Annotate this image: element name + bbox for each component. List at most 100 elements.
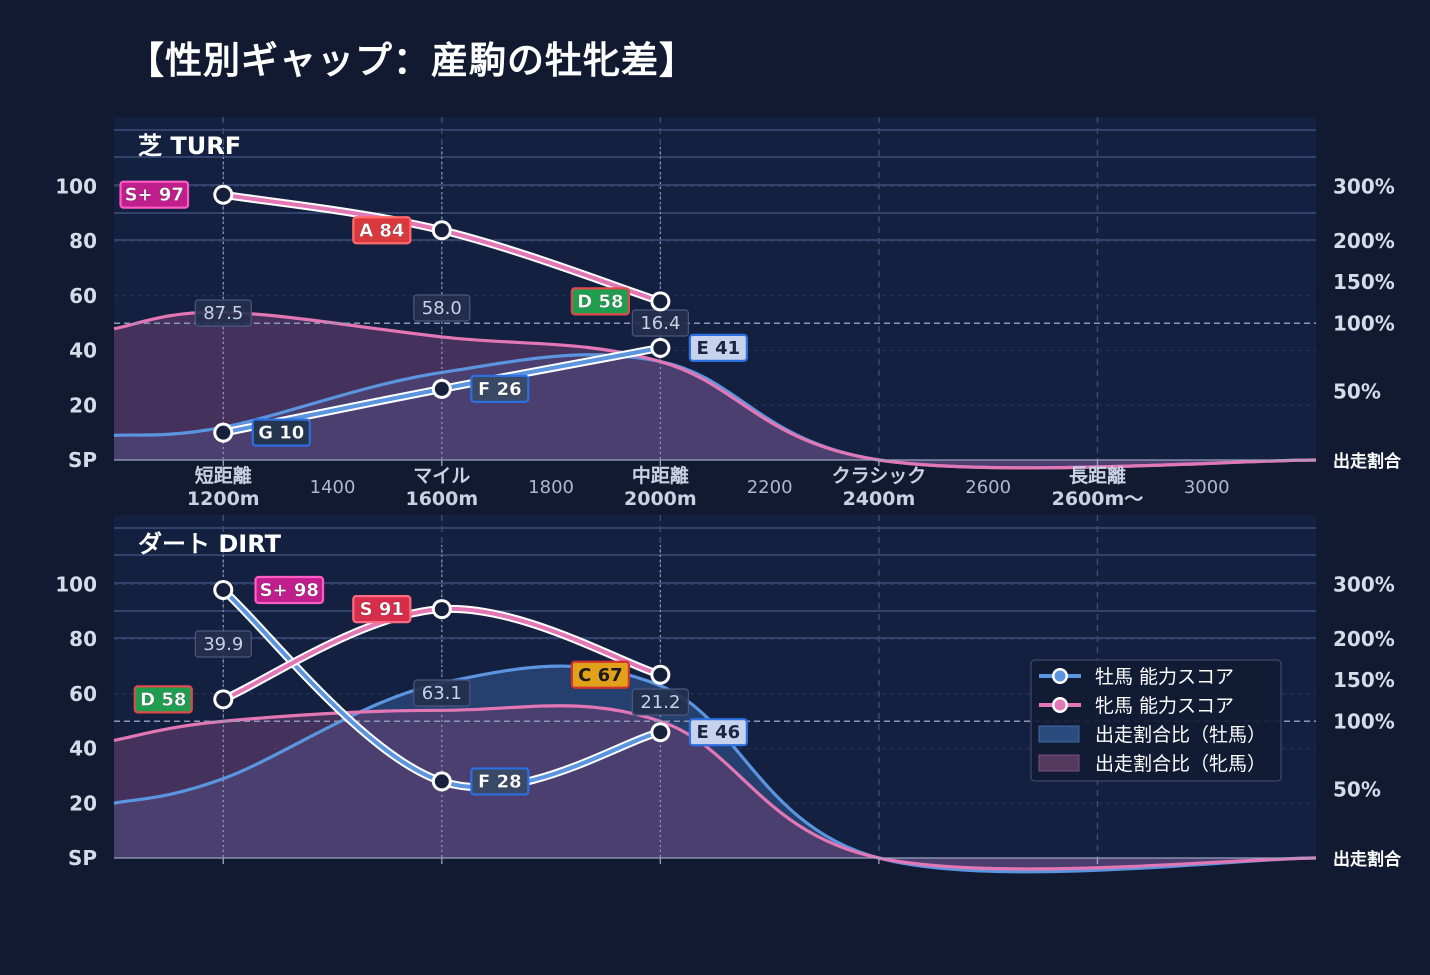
turf-panel-colt-marker	[216, 425, 231, 440]
legend-area-swatch	[1038, 725, 1080, 743]
turf-panel-x-tick-label: 2600	[965, 477, 1011, 498]
dirt-panel-filly-grade-badge: D 58	[133, 685, 193, 714]
legend-area-swatch	[1038, 754, 1080, 772]
legend-box	[1030, 659, 1282, 782]
turf-panel-x-tick-label: 1400	[310, 477, 356, 498]
dirt-panel-y2-tick-label: 50%	[1333, 778, 1381, 802]
turf-panel-x-tick-label: 1800	[528, 477, 574, 498]
dirt-panel-ratio-label-box	[413, 679, 471, 707]
dirt-panel-y2-tick-label: 300%	[1333, 573, 1395, 597]
turf-panel-y2-tick-label: 50%	[1333, 380, 1381, 404]
turf-panel-x-tick-label: クラシック	[832, 465, 927, 487]
turf-panel-y-tick-label: 60	[69, 284, 97, 308]
dirt-panel-y-tick-label: 20	[69, 791, 97, 815]
dirt-panel-colt-grade-badge-label: F 28	[478, 771, 522, 792]
turf-panel-x-tick-label: 中距離	[632, 464, 689, 487]
turf-panel-colt-grade-badge-box	[251, 418, 311, 447]
dirt-panel-title: ダート DIRT	[138, 530, 282, 558]
turf-panel-colt-grade-badge-label: G 10	[258, 423, 304, 444]
dirt-panel-colt-grade-badge-label: S+ 98	[260, 580, 319, 601]
dirt-panel-y2-tick-label: 100%	[1333, 709, 1395, 733]
dirt-panel-filly-grade-badge-label: D 58	[140, 689, 186, 710]
legend-marker	[1054, 699, 1066, 711]
dirt-panel-colt-grade-badge-box	[688, 718, 748, 747]
dirt-panel-y2-tick-label: 150%	[1333, 668, 1395, 692]
dirt-panel-filly-marker	[653, 667, 668, 682]
turf-panel-colt-grade-badge-box	[470, 374, 530, 403]
turf-panel-colt-grade-badge-label: E 41	[697, 338, 741, 359]
turf-panel-colt-marker	[434, 381, 449, 396]
turf-panel-y-tick-label: SP	[68, 448, 97, 472]
turf-panel-x-tick-label: 2200	[747, 477, 793, 498]
dirt-panel-filly-grade-badge-box	[352, 595, 412, 624]
dirt-panel: 39.9 63.1 21.2 S+ 98 F 28 E 46 D 58 S 91 C 67 ダート…	[55, 515, 1402, 874]
legend-label: 出走割合比（牡馬）	[1095, 724, 1266, 746]
dirt-panel-y-tick-label: 40	[69, 737, 97, 761]
turf-panel-filly-marker	[653, 294, 668, 309]
turf-panel-colt-grade-badge: F 26	[470, 374, 530, 403]
turf-panel-ratio-label: 58.0	[422, 298, 462, 319]
turf-panel-filly-grade-badge: D 58	[570, 287, 630, 316]
turf-panel-filly-grade-badge: A 84	[352, 216, 412, 245]
turf-panel-y-tick-label: 80	[69, 229, 97, 253]
turf-panel-x-tick-sublabel: 1600m	[405, 488, 478, 510]
dirt-panel-ratio-label-box	[194, 630, 252, 658]
dirt-panel-colt-marker	[434, 774, 449, 789]
turf-panel-y-tick-label: 20	[69, 393, 97, 417]
dirt-panel-filly-ratio-area	[114, 705, 1316, 869]
turf-panel-x-tick-label: マイル	[413, 465, 470, 487]
turf-panel-filly-marker	[216, 187, 231, 202]
turf-panel-filly-grade-badge-box	[119, 180, 190, 209]
dirt-panel-ratio-label-box	[631, 688, 689, 716]
turf-panel-y2-tick-label: 150%	[1333, 270, 1395, 294]
turf-panel-y2-tick-label: 200%	[1333, 229, 1395, 253]
dirt-panel-ratio-label: 63.1	[422, 683, 462, 704]
turf-panel-x-tick-label: 長距離	[1069, 464, 1126, 487]
turf-panel-title: 芝 TURF	[138, 132, 241, 160]
dirt-panel-colt-ratio-line	[113, 664, 1317, 874]
turf-panel-y-tick-label: 40	[69, 339, 97, 363]
legend-label: 牝馬 能力スコア	[1095, 695, 1234, 717]
turf-panel-filly-grade-badge-box	[352, 216, 412, 245]
turf-panel-colt-grade-badge-label: F 26	[478, 379, 522, 400]
turf-panel-ratio-label: 16.4	[640, 313, 680, 334]
turf-panel-x-tick-sublabel: 1200m	[187, 488, 260, 510]
dirt-panel-filly-grade-badge-label: C 67	[578, 665, 623, 686]
dirt-panel-filly-marker	[216, 692, 231, 707]
dirt-panel-filly-grade-badge-label: S 91	[360, 599, 404, 620]
dirt-panel-filly-grade-badge: C 67	[570, 660, 630, 689]
dirt-panel-colt-marker	[653, 725, 668, 740]
turf-panel-x-tick-sublabel: 2600m〜	[1052, 488, 1144, 510]
dirt-panel-y-tick-label: 80	[69, 627, 97, 651]
legend-marker	[1054, 670, 1066, 682]
dirt-panel-colt-grade-badge: S+ 98	[254, 575, 325, 605]
turf-panel-filly-marker	[434, 223, 449, 238]
dirt-panel-y-tick-label: 100	[55, 573, 97, 597]
dirt-panel-ratio-label: 39.9	[203, 634, 243, 655]
dirt-panel-colt-marker	[216, 582, 231, 597]
dirt-panel-filly-grade-badge-box	[133, 685, 193, 714]
dirt-panel-y-tick-label: 60	[69, 682, 97, 706]
turf-panel-x-tick-sublabel: 2400m	[843, 488, 916, 510]
turf-panel-ratio-label-box	[194, 299, 252, 327]
dirt-panel-filly-grade-badge: S 91	[352, 595, 412, 624]
dirt-panel-y2-tick-label: 200%	[1333, 627, 1395, 651]
dirt-panel-y2-tick-label: 出走割合	[1333, 849, 1402, 870]
turf-panel-colt-marker	[653, 340, 668, 355]
turf-panel-filly-ratio-area	[114, 312, 1316, 468]
turf-panel: 87.5 58.0 16.4 G 10 F 26 E 41 S+ 97 A 84 D 58 芝 T…	[55, 117, 1402, 510]
turf-panel-ratio-label: 87.5	[203, 303, 243, 324]
dirt-panel-filly-ratio-line	[113, 704, 1317, 871]
turf-panel-ratio-label-box	[413, 294, 471, 322]
chart-title: 【性別ギャップ：産駒の牡牝差】	[127, 39, 697, 82]
turf-panel-x-tick-label: 短距離	[195, 464, 252, 487]
turf-panel-y2-tick-label: 100%	[1333, 311, 1395, 335]
dirt-panel-colt-grade-badge: E 46	[688, 718, 748, 747]
turf-panel-x-tick-label: 3000	[1184, 477, 1230, 498]
turf-panel-colt-grade-badge: G 10	[251, 418, 311, 447]
turf-panel-filly-grade-badge-label: A 84	[359, 220, 404, 241]
turf-panel-filly-grade-badge-box	[570, 287, 630, 316]
turf-panel-y2-tick-label: 300%	[1333, 175, 1395, 199]
